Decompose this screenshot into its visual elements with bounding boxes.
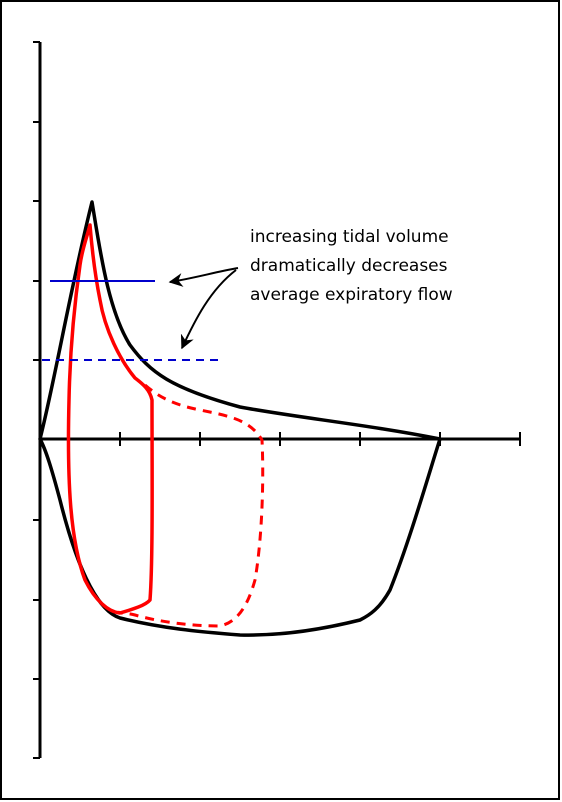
annotation-arrow-lower [180, 269, 237, 350]
annotation-arrow-upper [168, 267, 239, 287]
x-axis [40, 432, 521, 446]
annotation-line-3: average expiratory flow [250, 285, 453, 305]
large-tidal-loop [117, 383, 265, 628]
annotation-line-2: dramatically decreases [250, 256, 448, 276]
annotation-text: increasing tidal volume dramatically dec… [250, 227, 453, 305]
annotation-line-1: increasing tidal volume [250, 227, 449, 247]
y-axis [33, 41, 42, 759]
maximal-envelope-curve [38, 200, 442, 637]
small-tidal-loop [66, 223, 154, 615]
